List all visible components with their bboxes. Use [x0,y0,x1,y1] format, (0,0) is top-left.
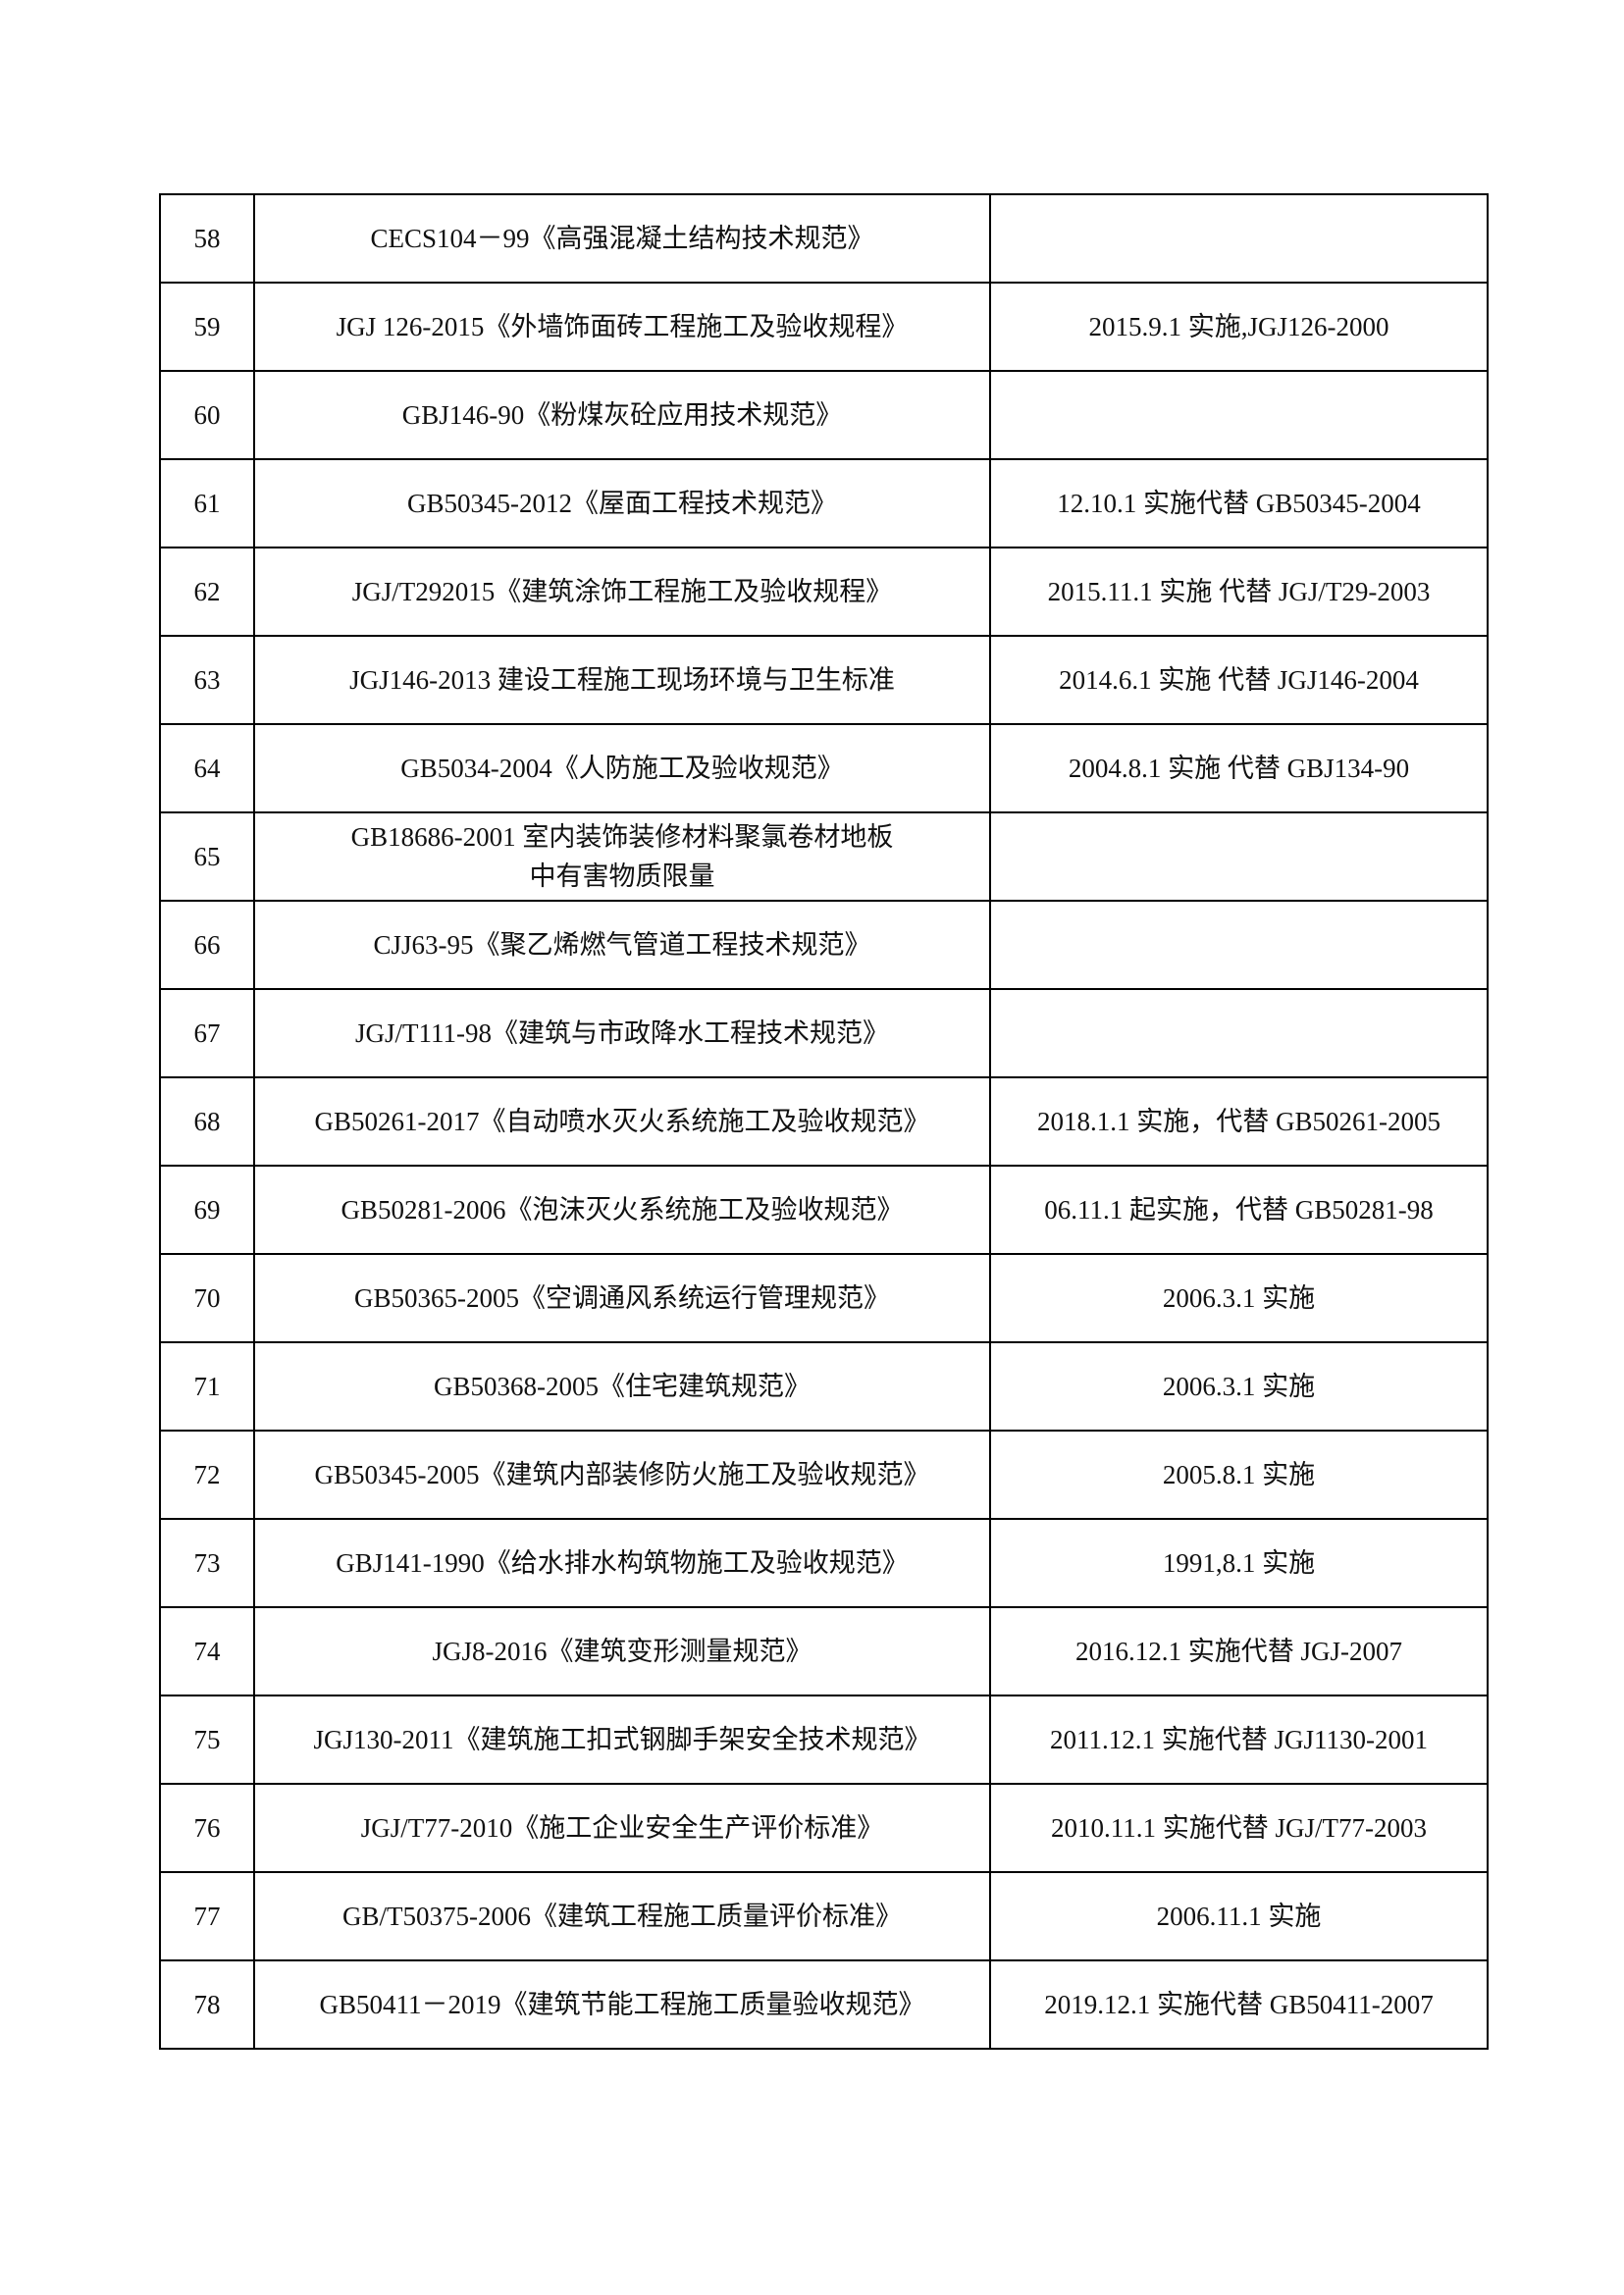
standards-table-body: 58 CECS104－99《高强混凝土结构技术规范》 59 JGJ 126-2015《… [159,193,1489,2050]
implementation-note [989,193,1489,284]
standard-name: JGJ130-2011《建筑施工扣式钢脚手架安全技术规范》 [253,1695,991,1785]
table-row: 63 JGJ146-2013 建设工程施工现场环境与卫生标准 2014.6.1 实施… [159,635,1489,725]
standard-name: JGJ/T111-98《建筑与市政降水工程技术规范》 [253,988,991,1078]
table-row: 66 CJJ63-95《聚乙烯燃气管道工程技术规范》 [159,900,1489,990]
standard-name: GB/T50375-2006《建筑工程施工质量评价标准》 [253,1871,991,1961]
table-row: 74 JGJ8-2016《建筑变形测量规范》 2016.12.1 实施代替 JGJ-… [159,1606,1489,1696]
implementation-note: 2006.3.1 实施 [989,1253,1489,1343]
table-row: 68 GB50261-2017《自动喷水灭火系统施工及验收规范》 2018.1.1 … [159,1076,1489,1167]
standard-name: JGJ 126-2015《外墙饰面砖工程施工及验收规程》 [253,282,991,372]
table-row: 78 GB50411－2019《建筑节能工程施工质量验收规范》 2019.12.1 … [159,1959,1489,2050]
table-row: 75 JGJ130-2011《建筑施工扣式钢脚手架安全技术规范》 2011.12.1… [159,1695,1489,1785]
row-number: 68 [159,1076,255,1167]
implementation-note: 2016.12.1 实施代替 JGJ-2007 [989,1606,1489,1696]
table-row: 70 GB50365-2005《空调通风系统运行管理规范》 2006.3.1 实施 [159,1253,1489,1343]
standard-name: GB50281-2006《泡沫灭火系统施工及验收规范》 [253,1165,991,1255]
implementation-note: 2015.11.1 实施 代替 JGJ/T29-2003 [989,547,1489,637]
implementation-note [989,900,1489,990]
implementation-note: 1991,8.1 实施 [989,1518,1489,1608]
table-row: 65 GB18686-2001 室内装饰装修材料聚氯卷材地板 中有害物质限量 [159,811,1489,902]
row-number: 65 [159,811,255,902]
implementation-note: 2014.6.1 实施 代替 JGJ146-2004 [989,635,1489,725]
standard-name: JGJ/T77-2010《施工企业安全生产评价标准》 [253,1783,991,1873]
standard-name: GB50365-2005《空调通风系统运行管理规范》 [253,1253,991,1343]
implementation-note [989,811,1489,902]
row-number: 70 [159,1253,255,1343]
standard-name: GB50345-2005《建筑内部装修防火施工及验收规范》 [253,1430,991,1520]
implementation-note: 2005.8.1 实施 [989,1430,1489,1520]
table-row: 73 GBJ141-1990《给水排水构筑物施工及验收规范》 1991,8.1 实施 [159,1518,1489,1608]
row-number: 77 [159,1871,255,1961]
implementation-note [989,988,1489,1078]
standard-name: GB50261-2017《自动喷水灭火系统施工及验收规范》 [253,1076,991,1167]
table-row: 64 GB5034-2004《人防施工及验收规范》 2004.8.1 实施 代替 G… [159,723,1489,813]
table-row: 61 GB50345-2012《屋面工程技术规范》 12.10.1 实施代替 GB5… [159,458,1489,548]
table-row: 60 GBJ146-90《粉煤灰砼应用技术规范》 [159,370,1489,460]
implementation-note: 2006.11.1 实施 [989,1871,1489,1961]
table-row: 77 GB/T50375-2006《建筑工程施工质量评价标准》 2006.11.1 … [159,1871,1489,1961]
implementation-note: 2004.8.1 实施 代替 GBJ134-90 [989,723,1489,813]
standard-name: JGJ/T292015《建筑涂饰工程施工及验收规程》 [253,547,991,637]
standard-name: GBJ141-1990《给水排水构筑物施工及验收规范》 [253,1518,991,1608]
table-row: 58 CECS104－99《高强混凝土结构技术规范》 [159,193,1489,284]
row-number: 69 [159,1165,255,1255]
row-number: 72 [159,1430,255,1520]
implementation-note: 2015.9.1 实施,JGJ126-2000 [989,282,1489,372]
standard-name: GBJ146-90《粉煤灰砼应用技术规范》 [253,370,991,460]
standard-name: GB50345-2012《屋面工程技术规范》 [253,458,991,548]
implementation-note: 2006.3.1 实施 [989,1341,1489,1432]
standard-name: GB50411－2019《建筑节能工程施工质量验收规范》 [253,1959,991,2050]
table-row: 71 GB50368-2005《住宅建筑规范》 2006.3.1 实施 [159,1341,1489,1432]
table-row: 62 JGJ/T292015《建筑涂饰工程施工及验收规程》 2015.11.1 实施… [159,547,1489,637]
standards-table: 58 CECS104－99《高强混凝土结构技术规范》 59 JGJ 126-2015《… [159,193,1489,2050]
table-row: 72 GB50345-2005《建筑内部装修防火施工及验收规范》 2005.8.1 … [159,1430,1489,1520]
row-number: 61 [159,458,255,548]
standard-name: GB5034-2004《人防施工及验收规范》 [253,723,991,813]
row-number: 63 [159,635,255,725]
implementation-note: 2011.12.1 实施代替 JGJ1130-2001 [989,1695,1489,1785]
standard-name: JGJ8-2016《建筑变形测量规范》 [253,1606,991,1696]
implementation-note: 12.10.1 实施代替 GB50345-2004 [989,458,1489,548]
standard-name: CECS104－99《高强混凝土结构技术规范》 [253,193,991,284]
table-row: 67 JGJ/T111-98《建筑与市政降水工程技术规范》 [159,988,1489,1078]
row-number: 64 [159,723,255,813]
row-number: 75 [159,1695,255,1785]
row-number: 62 [159,547,255,637]
implementation-note: 06.11.1 起实施，代替 GB50281-98 [989,1165,1489,1255]
implementation-note [989,370,1489,460]
table-row: 69 GB50281-2006《泡沫灭火系统施工及验收规范》 06.11.1 起实施… [159,1165,1489,1255]
row-number: 60 [159,370,255,460]
implementation-note: 2019.12.1 实施代替 GB50411-2007 [989,1959,1489,2050]
row-number: 58 [159,193,255,284]
row-number: 78 [159,1959,255,2050]
standard-name: GB18686-2001 室内装饰装修材料聚氯卷材地板 中有害物质限量 [253,811,991,902]
row-number: 74 [159,1606,255,1696]
row-number: 76 [159,1783,255,1873]
row-number: 67 [159,988,255,1078]
table-row: 76 JGJ/T77-2010《施工企业安全生产评价标准》 2010.11.1 实施… [159,1783,1489,1873]
implementation-note: 2018.1.1 实施，代替 GB50261-2005 [989,1076,1489,1167]
standard-name: GB50368-2005《住宅建筑规范》 [253,1341,991,1432]
row-number: 66 [159,900,255,990]
implementation-note: 2010.11.1 实施代替 JGJ/T77-2003 [989,1783,1489,1873]
standard-name: JGJ146-2013 建设工程施工现场环境与卫生标准 [253,635,991,725]
row-number: 71 [159,1341,255,1432]
row-number: 73 [159,1518,255,1608]
table-row: 59 JGJ 126-2015《外墙饰面砖工程施工及验收规程》 2015.9.1 实… [159,282,1489,372]
row-number: 59 [159,282,255,372]
standard-name: CJJ63-95《聚乙烯燃气管道工程技术规范》 [253,900,991,990]
